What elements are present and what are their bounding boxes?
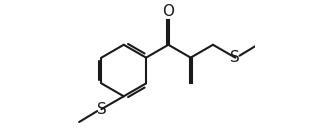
Text: S: S [230, 50, 240, 65]
Text: O: O [162, 4, 174, 19]
Text: S: S [97, 102, 106, 117]
